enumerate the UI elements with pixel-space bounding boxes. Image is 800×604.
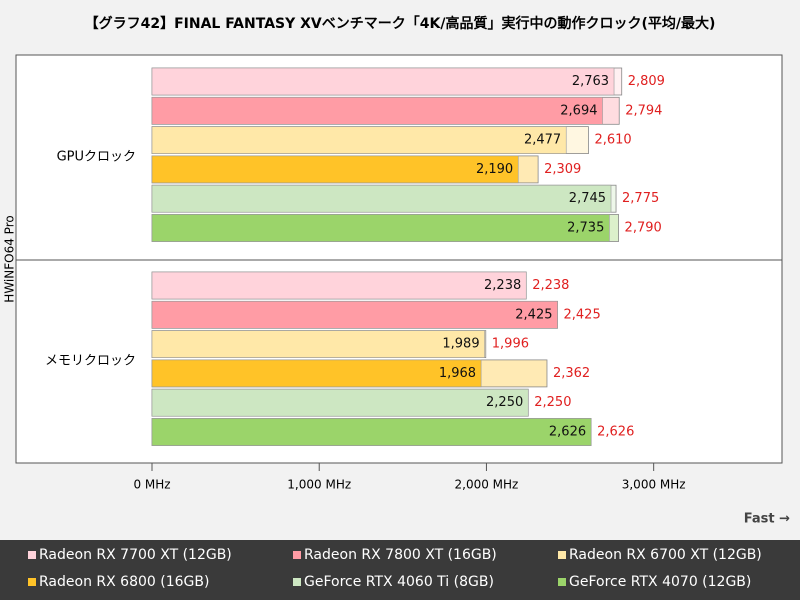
value-label: 2,238 — [484, 278, 521, 293]
max-label: 2,362 — [553, 366, 590, 381]
bar — [151, 359, 482, 388]
legend-swatch — [293, 578, 301, 586]
x-tick-label: 1,000 MHz — [287, 478, 351, 492]
x-tick-label: 3,000 MHz — [622, 478, 686, 492]
legend-label: Radeon RX 6800 (16GB) — [39, 574, 209, 590]
bar — [151, 418, 592, 446]
max-label: 1,996 — [492, 337, 529, 352]
bar — [151, 155, 519, 184]
value-label: 2,763 — [572, 74, 609, 89]
annotation: Fast → — [744, 512, 790, 527]
legend — [0, 540, 800, 600]
bar — [151, 126, 567, 154]
bar — [151, 388, 529, 417]
max-label: 2,626 — [597, 425, 634, 440]
value-label: 2,735 — [567, 221, 604, 236]
bar — [151, 330, 485, 358]
max-label: 2,775 — [622, 191, 659, 206]
value-label: 2,250 — [486, 395, 523, 410]
legend-swatch — [293, 551, 301, 559]
legend-label: Radeon RX 7800 XT (16GB) — [304, 547, 497, 563]
max-label: 2,238 — [532, 278, 569, 293]
x-tick-label: 0 MHz — [133, 478, 170, 492]
bar — [151, 271, 527, 300]
legend-swatch — [28, 578, 36, 586]
value-label: 2,477 — [524, 133, 561, 148]
value-label: 2,745 — [569, 191, 606, 206]
value-label: 1,989 — [442, 337, 479, 352]
legend-swatch — [28, 551, 36, 559]
value-label: 2,190 — [476, 162, 513, 177]
value-label: 2,626 — [549, 425, 586, 440]
bar — [151, 184, 612, 213]
value-label: 1,968 — [439, 366, 476, 381]
bar — [151, 214, 610, 242]
chart-title: 【グラフ42】FINAL FANTASY XVベンチマーク「4K/高品質」実行中… — [85, 15, 716, 32]
legend-label: GeForce RTX 4060 Ti (8GB) — [304, 574, 494, 590]
legend-swatch — [558, 551, 566, 559]
category-label: GPUクロック — [57, 150, 136, 165]
x-tick-label: 2,000 MHz — [455, 478, 519, 492]
legend-label: Radeon RX 6700 XT (12GB) — [569, 547, 762, 563]
bar — [151, 67, 615, 96]
legend-swatch — [558, 578, 566, 586]
value-label: 2,694 — [560, 103, 597, 118]
value-label: 2,425 — [515, 307, 552, 322]
legend-label: Radeon RX 7700 XT (12GB) — [39, 547, 232, 563]
bar — [151, 300, 558, 329]
max-label: 2,425 — [564, 307, 601, 322]
bar — [151, 97, 603, 125]
max-label: 2,610 — [594, 133, 631, 148]
max-label: 2,309 — [544, 162, 581, 177]
category-label: メモリクロック — [45, 354, 136, 369]
max-label: 2,809 — [628, 74, 665, 89]
legend-label: GeForce RTX 4070 (12GB) — [569, 574, 751, 590]
max-label: 2,790 — [625, 221, 662, 236]
max-label: 2,250 — [534, 395, 571, 410]
max-label: 2,794 — [625, 103, 662, 118]
y-axis-label: HWiNFO64 Pro — [3, 215, 17, 302]
